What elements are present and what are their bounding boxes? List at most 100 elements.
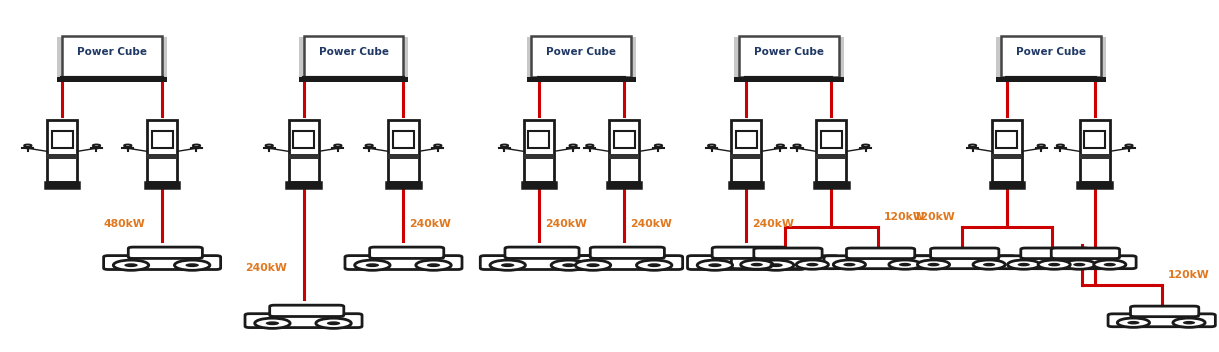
FancyBboxPatch shape [480, 256, 597, 270]
Circle shape [124, 146, 132, 149]
Circle shape [434, 144, 441, 146]
FancyBboxPatch shape [524, 154, 553, 159]
Circle shape [266, 321, 279, 325]
FancyBboxPatch shape [731, 154, 761, 159]
Circle shape [113, 260, 149, 270]
FancyBboxPatch shape [930, 248, 998, 259]
Circle shape [898, 263, 911, 266]
FancyBboxPatch shape [590, 247, 664, 258]
Circle shape [1128, 321, 1140, 325]
Circle shape [844, 263, 856, 266]
Text: Power Cube: Power Cube [753, 47, 824, 57]
Circle shape [575, 260, 611, 270]
FancyBboxPatch shape [147, 154, 177, 159]
FancyBboxPatch shape [393, 131, 414, 148]
Circle shape [1182, 321, 1195, 325]
Circle shape [777, 146, 784, 149]
Circle shape [366, 146, 373, 149]
Circle shape [1039, 260, 1070, 269]
Circle shape [1073, 263, 1085, 266]
Circle shape [501, 144, 508, 146]
FancyBboxPatch shape [145, 182, 179, 188]
FancyBboxPatch shape [304, 36, 403, 77]
Circle shape [266, 146, 273, 149]
FancyBboxPatch shape [48, 120, 77, 182]
FancyBboxPatch shape [817, 154, 846, 159]
Text: 120kW: 120kW [914, 212, 956, 222]
FancyBboxPatch shape [289, 120, 318, 182]
Circle shape [586, 146, 594, 149]
FancyBboxPatch shape [524, 120, 553, 182]
Circle shape [255, 318, 290, 328]
Circle shape [366, 263, 379, 267]
FancyBboxPatch shape [996, 77, 1106, 82]
FancyBboxPatch shape [57, 37, 167, 82]
Circle shape [751, 263, 763, 266]
FancyBboxPatch shape [269, 305, 344, 316]
Circle shape [193, 144, 200, 146]
Circle shape [697, 260, 733, 270]
FancyBboxPatch shape [386, 182, 421, 188]
FancyBboxPatch shape [48, 154, 77, 159]
Text: 120kW: 120kW [1168, 270, 1209, 280]
FancyBboxPatch shape [527, 37, 636, 82]
FancyBboxPatch shape [45, 182, 79, 188]
FancyBboxPatch shape [531, 36, 631, 77]
FancyBboxPatch shape [51, 131, 73, 148]
FancyBboxPatch shape [128, 247, 202, 258]
Circle shape [708, 263, 722, 267]
FancyBboxPatch shape [1020, 248, 1089, 259]
FancyBboxPatch shape [712, 247, 786, 258]
Circle shape [569, 144, 577, 146]
Circle shape [1125, 144, 1132, 146]
Circle shape [708, 144, 716, 146]
Text: Power Cube: Power Cube [318, 47, 389, 57]
Circle shape [174, 260, 210, 270]
Circle shape [501, 263, 514, 267]
FancyBboxPatch shape [1080, 154, 1109, 159]
Circle shape [983, 263, 995, 266]
Text: 240kW: 240kW [752, 219, 794, 229]
FancyBboxPatch shape [734, 77, 844, 82]
Circle shape [1008, 260, 1040, 269]
Circle shape [1063, 260, 1096, 269]
Circle shape [794, 144, 801, 146]
FancyBboxPatch shape [908, 256, 1015, 269]
FancyBboxPatch shape [824, 256, 931, 269]
Circle shape [185, 263, 199, 267]
Circle shape [1173, 318, 1206, 327]
FancyBboxPatch shape [151, 131, 173, 148]
Circle shape [1103, 263, 1115, 266]
Circle shape [758, 260, 794, 270]
Circle shape [796, 260, 829, 269]
FancyBboxPatch shape [1108, 314, 1215, 327]
Circle shape [327, 321, 340, 325]
FancyBboxPatch shape [527, 77, 636, 82]
FancyBboxPatch shape [1051, 248, 1119, 259]
Circle shape [501, 146, 508, 149]
Circle shape [551, 260, 586, 270]
Circle shape [834, 260, 865, 269]
Circle shape [1125, 146, 1132, 149]
Circle shape [1048, 263, 1061, 266]
FancyBboxPatch shape [1001, 36, 1101, 77]
Circle shape [708, 146, 716, 149]
FancyBboxPatch shape [729, 182, 763, 188]
Circle shape [969, 144, 976, 146]
FancyBboxPatch shape [289, 154, 318, 159]
FancyBboxPatch shape [739, 36, 839, 77]
FancyBboxPatch shape [345, 256, 462, 270]
Circle shape [806, 263, 818, 266]
FancyBboxPatch shape [299, 37, 408, 82]
Circle shape [334, 144, 341, 146]
Circle shape [586, 263, 600, 267]
Circle shape [124, 144, 132, 146]
FancyBboxPatch shape [62, 36, 162, 77]
FancyBboxPatch shape [566, 256, 683, 270]
Circle shape [427, 263, 440, 267]
FancyBboxPatch shape [1029, 256, 1136, 269]
Text: 240kW: 240kW [245, 263, 286, 273]
Circle shape [918, 260, 950, 269]
Circle shape [1093, 260, 1126, 269]
FancyBboxPatch shape [104, 256, 221, 270]
